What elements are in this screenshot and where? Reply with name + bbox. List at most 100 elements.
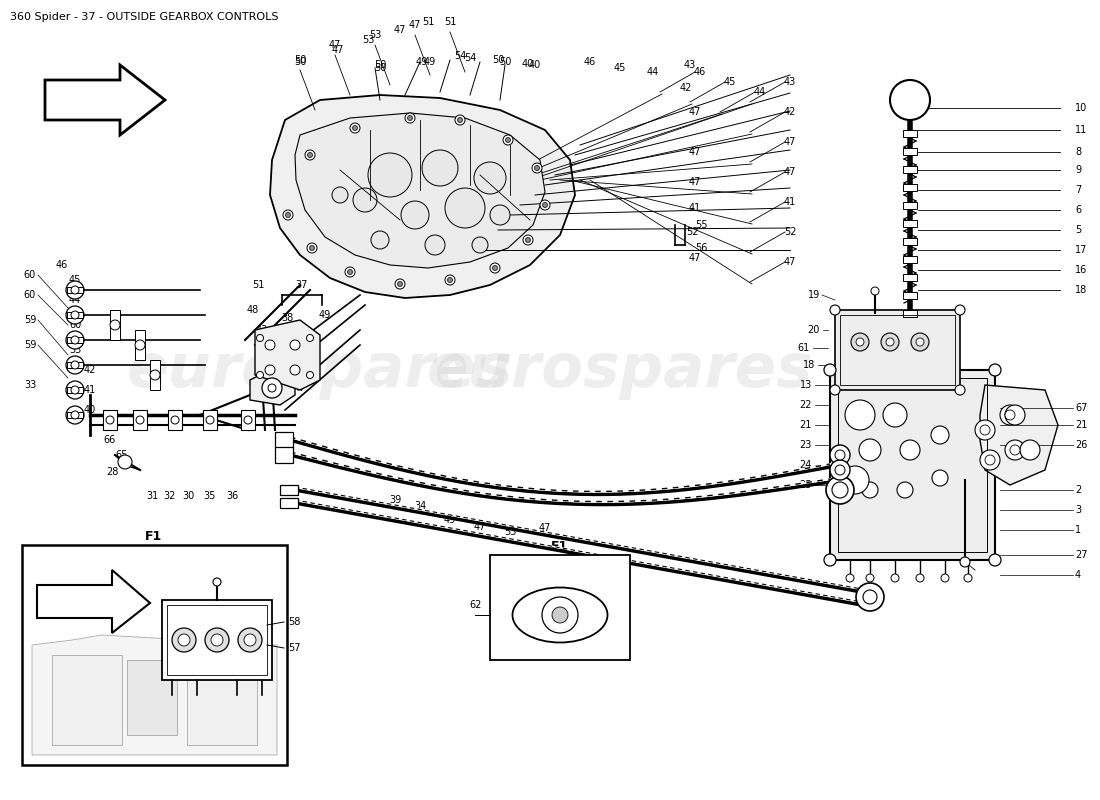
Circle shape: [989, 554, 1001, 566]
Circle shape: [213, 578, 221, 586]
Circle shape: [883, 403, 908, 427]
Bar: [167, 605, 267, 675]
Circle shape: [490, 205, 510, 225]
Polygon shape: [250, 365, 295, 405]
Text: 51: 51: [252, 280, 264, 290]
Text: 47: 47: [689, 147, 701, 157]
Circle shape: [268, 384, 276, 392]
Circle shape: [256, 371, 264, 378]
Circle shape: [308, 153, 312, 158]
Text: 41: 41: [689, 203, 701, 213]
Circle shape: [136, 416, 144, 424]
Circle shape: [955, 385, 965, 395]
Text: eurospares: eurospares: [427, 341, 813, 399]
Circle shape: [244, 416, 252, 424]
Circle shape: [960, 557, 970, 567]
Text: F1: F1: [145, 530, 163, 543]
Text: 47: 47: [474, 522, 486, 532]
Text: 47: 47: [332, 45, 344, 55]
Circle shape: [474, 162, 506, 194]
Text: 34: 34: [414, 501, 426, 511]
Circle shape: [135, 340, 145, 350]
Circle shape: [955, 305, 965, 315]
Text: 46: 46: [584, 57, 596, 67]
Bar: [67, 362, 82, 368]
Circle shape: [395, 279, 405, 289]
Bar: [67, 412, 82, 418]
Text: 40: 40: [268, 360, 282, 370]
Bar: [150, 360, 160, 390]
Circle shape: [72, 311, 79, 319]
Circle shape: [542, 597, 578, 633]
Circle shape: [150, 370, 160, 380]
Text: 360 Spider - 37 - OUTSIDE GEARBOX CONTROLS: 360 Spider - 37 - OUTSIDE GEARBOX CONTRO…: [10, 12, 278, 22]
Text: 10: 10: [1075, 103, 1087, 113]
Text: 50: 50: [374, 63, 386, 73]
Text: 1: 1: [1075, 525, 1081, 535]
Text: 8: 8: [1075, 147, 1081, 157]
Circle shape: [856, 583, 884, 611]
Text: 25: 25: [800, 480, 812, 490]
Circle shape: [916, 574, 924, 582]
Text: 18: 18: [1075, 285, 1087, 295]
Text: 56: 56: [695, 243, 707, 253]
Circle shape: [1005, 405, 1025, 425]
Text: 33: 33: [24, 380, 36, 390]
Polygon shape: [835, 310, 960, 390]
Text: 51: 51: [443, 17, 456, 27]
Bar: [903, 130, 917, 137]
Circle shape: [110, 320, 120, 330]
Bar: [903, 274, 917, 281]
Bar: [903, 166, 917, 173]
Text: 50: 50: [492, 55, 504, 65]
Circle shape: [72, 336, 79, 344]
Circle shape: [900, 440, 920, 460]
Circle shape: [835, 465, 845, 475]
Bar: [168, 410, 182, 430]
Circle shape: [368, 153, 412, 197]
Circle shape: [305, 150, 315, 160]
Bar: [280, 498, 298, 508]
Text: 28: 28: [106, 467, 118, 477]
Text: 23: 23: [800, 440, 812, 450]
Text: 44: 44: [754, 87, 766, 97]
Circle shape: [66, 356, 84, 374]
Text: F1: F1: [551, 541, 569, 554]
Text: 11: 11: [1075, 125, 1087, 135]
Bar: [903, 238, 917, 245]
Bar: [126, 660, 177, 735]
Circle shape: [859, 439, 881, 461]
Circle shape: [446, 275, 455, 285]
Circle shape: [66, 406, 84, 424]
Text: 41: 41: [84, 385, 96, 395]
Text: 15: 15: [918, 343, 932, 353]
Circle shape: [932, 470, 948, 486]
Polygon shape: [270, 95, 575, 298]
Circle shape: [238, 628, 262, 652]
Text: 12: 12: [879, 353, 891, 363]
Circle shape: [830, 305, 840, 315]
Circle shape: [835, 450, 845, 460]
Text: 14: 14: [899, 347, 911, 357]
Text: 59: 59: [24, 315, 36, 325]
Circle shape: [830, 445, 850, 465]
Text: 3: 3: [1075, 505, 1081, 515]
Circle shape: [332, 187, 348, 203]
Circle shape: [864, 590, 877, 604]
Text: 52: 52: [685, 227, 698, 237]
Bar: [903, 310, 917, 317]
Circle shape: [824, 554, 836, 566]
Text: 47: 47: [409, 20, 421, 30]
Text: 45: 45: [69, 275, 81, 285]
Text: 20: 20: [807, 325, 820, 335]
Circle shape: [178, 634, 190, 646]
Text: 65: 65: [116, 450, 129, 460]
Bar: [903, 202, 917, 209]
Circle shape: [916, 338, 924, 346]
Circle shape: [980, 450, 1000, 470]
Text: 61: 61: [798, 343, 810, 353]
Circle shape: [931, 426, 949, 444]
Text: 18: 18: [803, 360, 815, 370]
Text: 31: 31: [146, 491, 158, 501]
Circle shape: [1005, 440, 1025, 460]
